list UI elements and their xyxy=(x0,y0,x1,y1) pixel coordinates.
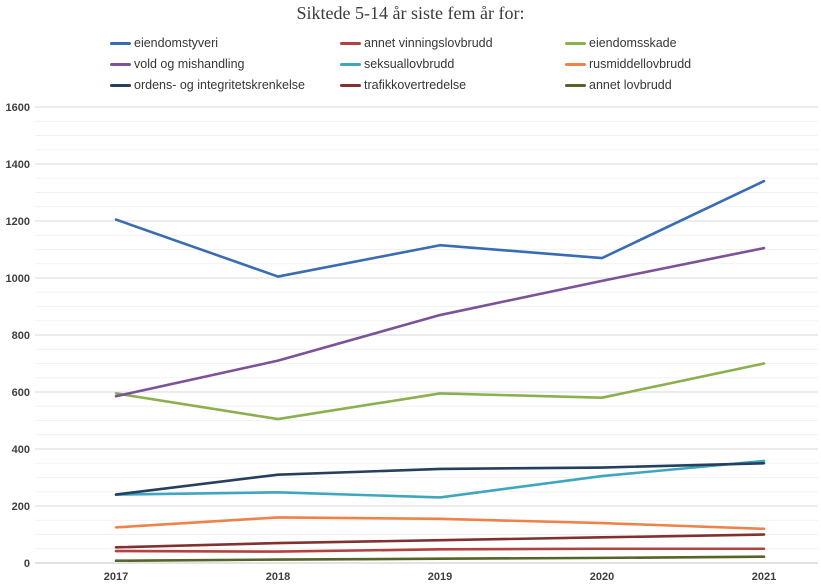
legend-line-swatch xyxy=(340,83,361,87)
series-line-ordens-og-integritetskrenkelse xyxy=(114,461,766,496)
legend-item-trafikkovertredelse: trafikkovertredelse xyxy=(340,78,565,92)
legend-label: annet vinningslovbrudd xyxy=(364,36,493,50)
x-tick-label: 2017 xyxy=(104,571,128,583)
series-line-vold-og-mishandling xyxy=(114,246,766,398)
y-tick-label: 200 xyxy=(12,501,30,513)
x-tick-label: 2021 xyxy=(752,571,776,583)
chart-legend: eiendomstyveri annet vinningslovbrudd eien… xyxy=(110,36,805,92)
legend-label: vold og mishandling xyxy=(134,57,245,71)
legend-label: eiendomsskade xyxy=(589,36,677,50)
legend-item-ordens-og-integritetskrenkelse: ordens- og integritetskrenkelse xyxy=(110,78,340,92)
series-line-trafikkovertredelse xyxy=(114,533,766,549)
legend-line-swatch xyxy=(110,62,131,66)
legend-item-annet-vinningslovbrudd: annet vinningslovbrudd xyxy=(340,36,565,50)
y-tick-label: 600 xyxy=(12,387,30,399)
series-line-eiendomsskade xyxy=(114,362,766,421)
legend-item-seksuallovbrudd: seksuallovbrudd xyxy=(340,57,565,71)
y-tick-label: 1600 xyxy=(6,102,30,114)
legend-line-swatch xyxy=(565,62,586,66)
legend-line-swatch xyxy=(340,41,361,45)
series-line-seksuallovbrudd xyxy=(114,459,766,499)
legend-item-annet-lovbrudd: annet lovbrudd xyxy=(565,78,805,92)
x-tick-label: 2019 xyxy=(428,571,452,583)
x-tick-label: 2020 xyxy=(590,571,614,583)
legend-item-eiendomsskade: eiendomsskade xyxy=(565,36,805,50)
legend-item-vold-og-mishandling: vold og mishandling xyxy=(110,57,340,71)
legend-item-rusmiddellovbrudd: rusmiddellovbrudd xyxy=(565,57,805,71)
legend-line-swatch xyxy=(340,62,361,66)
legend-line-swatch xyxy=(110,41,131,45)
legend-label: rusmiddellovbrudd xyxy=(589,57,692,71)
series-line-annet-lovbrudd xyxy=(114,555,766,563)
legend-label: trafikkovertredelse xyxy=(364,78,467,92)
y-tick-label: 1200 xyxy=(6,216,30,228)
legend-item-eiendomstyveri: eiendomstyveri xyxy=(110,36,340,50)
legend-label: annet lovbrudd xyxy=(589,78,672,92)
y-tick-label: 0 xyxy=(24,558,30,570)
series-line-eiendomstyveri xyxy=(114,179,766,278)
legend-label: seksuallovbrudd xyxy=(364,57,455,71)
series-line-annet-vinningslovbrudd xyxy=(114,547,766,553)
legend-line-swatch xyxy=(110,83,131,87)
y-tick-label: 800 xyxy=(12,330,30,342)
legend-line-swatch xyxy=(565,83,586,87)
legend-line-swatch xyxy=(565,41,586,45)
legend-label: eiendomstyveri xyxy=(134,36,219,50)
y-tick-label: 400 xyxy=(12,444,30,456)
chart-title: Siktede 5-14 år siste fem år for: xyxy=(296,3,525,23)
x-tick-label: 2018 xyxy=(266,571,290,583)
y-tick-label: 1000 xyxy=(6,273,30,285)
y-tick-label: 1400 xyxy=(6,159,30,171)
legend-label: ordens- og integritetskrenkelse xyxy=(134,78,305,92)
series-line-rusmiddellovbrudd xyxy=(114,516,766,531)
